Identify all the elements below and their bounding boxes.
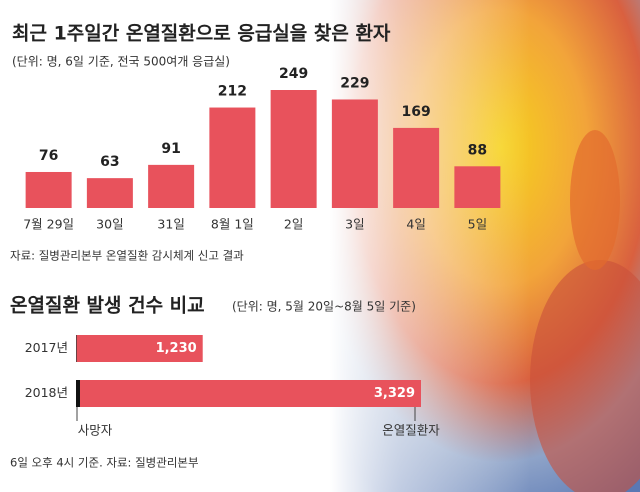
source: 자료: 질병관리본부 온열질환 감시체계 신고 결과 — [10, 249, 244, 263]
bar — [331, 99, 378, 208]
value-label: 1,230 — [156, 341, 197, 356]
value-label: 229 — [340, 75, 369, 91]
bar — [393, 127, 440, 208]
value-label: 88 — [468, 142, 487, 158]
legend-label: 사망자 — [78, 423, 113, 438]
value-label: 91 — [161, 141, 180, 157]
chart-subtitle: (단위: 명, 5월 20일~8월 5일 기준) — [232, 300, 416, 314]
value-label: 63 — [100, 154, 119, 170]
legend-label: 온열질환자 — [382, 423, 440, 438]
x-tick-label: 4일 — [406, 217, 425, 232]
x-tick-label: 8월 1일 — [211, 217, 254, 232]
y-tick-label: 2018년 — [25, 385, 68, 400]
bar — [25, 171, 72, 208]
footnote: 6일 오후 4시 기준. 자료: 질병관리본부 — [10, 456, 199, 470]
y-tick-label: 2017년 — [25, 340, 68, 355]
value-label: 169 — [402, 104, 431, 120]
value-label: 76 — [39, 148, 58, 164]
bar — [86, 178, 133, 208]
value-label: 249 — [279, 66, 308, 82]
chart-subtitle: (단위: 명, 6일 기준, 전국 500여개 응급실) — [12, 55, 230, 69]
x-tick-label: 7월 29일 — [23, 217, 74, 232]
bar — [209, 107, 256, 208]
chart-title: 최근 1주일간 온열질환으로 응급실을 찾은 환자 — [12, 23, 391, 45]
bar-segment — [79, 380, 422, 407]
x-tick-label: 5일 — [468, 217, 487, 232]
x-tick-label: 30일 — [96, 217, 123, 232]
x-tick-label: 2일 — [284, 217, 303, 232]
x-tick-label: 31일 — [157, 217, 184, 232]
bar — [148, 164, 195, 208]
bar-segment — [76, 380, 80, 407]
value-label: 3,329 — [374, 386, 415, 401]
bar-segment — [76, 335, 77, 362]
background-photo — [330, 0, 640, 492]
bar — [270, 90, 317, 208]
bar — [454, 166, 501, 208]
x-tick-label: 3일 — [345, 217, 364, 232]
bar-segment — [76, 335, 203, 362]
value-label: 212 — [218, 84, 247, 100]
chart-title: 온열질환 발생 건수 비교 — [10, 295, 205, 317]
